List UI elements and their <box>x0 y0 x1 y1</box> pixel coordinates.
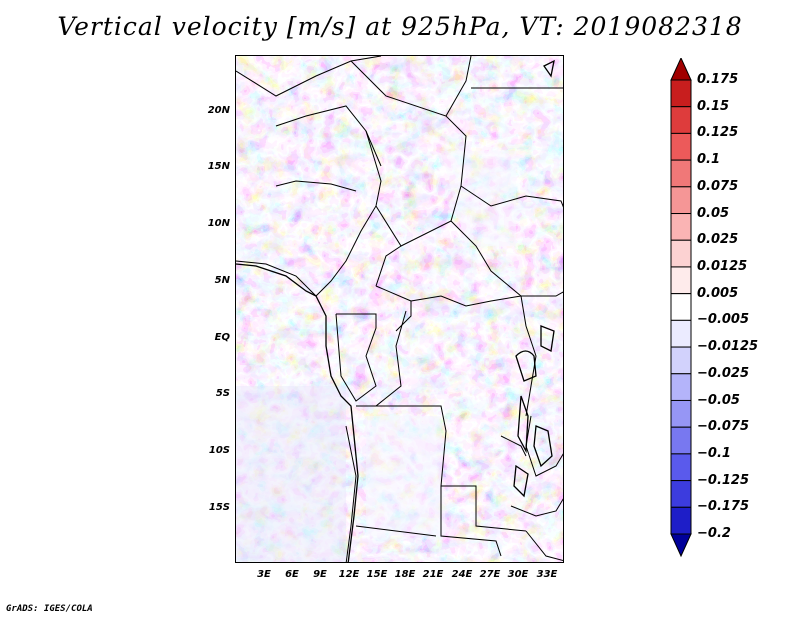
colorbar <box>670 58 692 558</box>
colorbar-box <box>670 480 692 508</box>
lat-label-15s: 15S <box>208 502 230 513</box>
colorbar-box <box>670 373 692 401</box>
colorbar-box <box>670 453 692 482</box>
colorbar-box <box>670 426 692 455</box>
colorbar-box <box>670 319 692 348</box>
colorbar-level-label: 0.175 <box>697 72 739 87</box>
lat-label-eq: EQ <box>214 332 230 343</box>
lon-label-30e: 30E <box>507 569 529 580</box>
lat-label-20n: 20N <box>207 105 230 116</box>
colorbar-box <box>670 266 692 295</box>
lat-label-10s: 10S <box>208 445 230 456</box>
map-panel <box>235 55 564 563</box>
lat-label-5n: 5N <box>214 275 230 286</box>
colorbar-level-label: −0.2 <box>697 526 731 541</box>
lat-label-10n: 10N <box>207 218 230 229</box>
colorbar-box <box>670 132 692 161</box>
colorbar-box <box>670 506 692 535</box>
colorbar-box <box>670 106 692 134</box>
lon-label-33e: 33E <box>536 569 558 580</box>
lon-label-3e: 3E <box>257 569 271 580</box>
lon-label-6e: 6E <box>285 569 299 580</box>
colorbar-level-label: −0.1 <box>697 445 731 461</box>
colorbar-box <box>670 159 692 188</box>
colorbar-box <box>670 186 692 215</box>
colorbar-level-label: −0.025 <box>697 365 750 381</box>
map-title: Vertical velocity [m/s] at 925hPa, VT: 2… <box>57 12 743 41</box>
coastlines <box>236 59 555 562</box>
colorbar-box <box>670 79 692 108</box>
colorbar-box <box>670 399 692 428</box>
colorbar-level-label: −0.05 <box>697 392 740 408</box>
colorbar-level-label: −0.175 <box>697 499 750 515</box>
colorbar-box <box>670 293 692 321</box>
lon-label-9e: 9E <box>313 569 327 580</box>
lon-label-15e: 15E <box>366 569 388 580</box>
colorbar-level-label: −0.075 <box>697 419 750 435</box>
colorbar-level-label: 0.0125 <box>697 258 748 274</box>
country-borders <box>236 56 563 562</box>
colorbar-box <box>670 213 692 241</box>
lon-label-12e: 12E <box>338 569 360 580</box>
colorbar-bottom-triangle <box>670 533 692 558</box>
colorbar-level-label: 0.125 <box>697 125 739 141</box>
lon-label-24e: 24E <box>451 569 473 580</box>
colorbar-level-label: 0.025 <box>697 232 739 248</box>
colorbar-level-label: −0.125 <box>697 472 750 488</box>
colorbar-level-label: −0.005 <box>697 312 750 328</box>
vertical-velocity-field <box>236 56 563 562</box>
lon-label-21e: 21E <box>422 569 444 580</box>
colorbar-level-label: 0.005 <box>697 285 739 301</box>
grads-credit: GrADS: IGES/COLA <box>6 604 93 614</box>
lat-label-5s: 5S <box>215 388 230 399</box>
colorbar-top-triangle <box>670 58 692 81</box>
lon-label-18e: 18E <box>394 569 416 580</box>
colorbar-level-label: −0.0125 <box>697 339 759 355</box>
colorbar-level-label: 0.075 <box>697 178 739 194</box>
lon-label-27e: 27E <box>479 569 501 580</box>
lat-label-15n: 15N <box>207 161 230 172</box>
colorbar-level-label: 0.15 <box>697 98 730 114</box>
colorbar-box <box>670 346 692 375</box>
colorbar-level-label: 0.1 <box>697 152 721 168</box>
colorbar-box <box>670 239 692 268</box>
colorbar-level-label: 0.05 <box>697 205 730 221</box>
